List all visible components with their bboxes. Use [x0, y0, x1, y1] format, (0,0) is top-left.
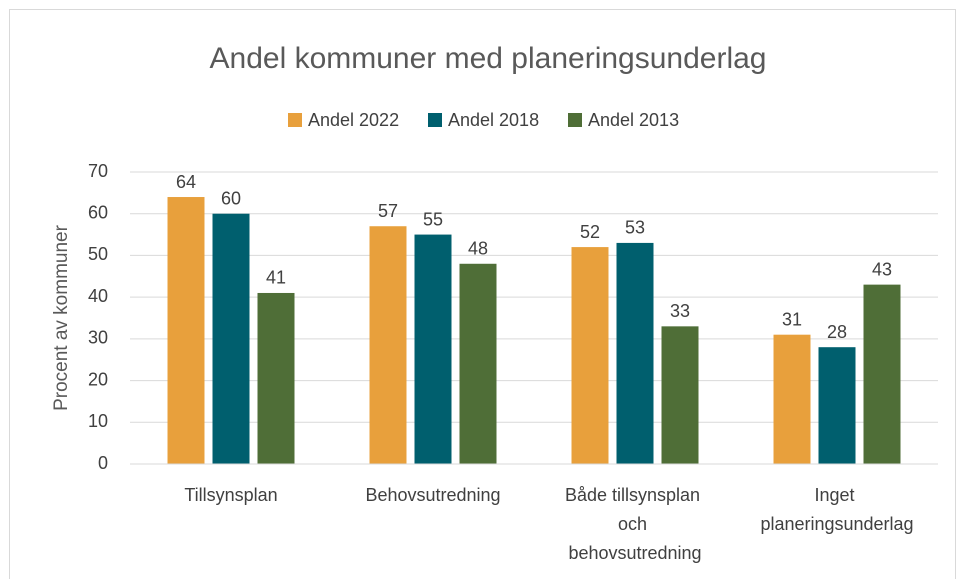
y-tick-label: 40	[88, 286, 108, 306]
data-label: 57	[378, 201, 398, 221]
bar	[571, 247, 609, 464]
bar	[369, 226, 407, 464]
data-label: 41	[266, 268, 286, 288]
bar	[773, 334, 811, 464]
legend-label: Andel 2013	[588, 110, 679, 130]
bar	[616, 242, 654, 464]
data-label: 53	[625, 218, 645, 238]
bar	[818, 347, 856, 464]
data-label: 55	[423, 209, 443, 229]
bar	[459, 263, 497, 464]
bar	[414, 234, 452, 464]
data-label: 33	[670, 301, 690, 321]
legend-swatch	[288, 113, 302, 127]
x-tick-label: Behovsutredning	[365, 485, 500, 505]
y-tick-label: 70	[88, 161, 108, 181]
legend-label: Andel 2022	[308, 110, 399, 130]
chart-title: Andel kommuner med planeringsunderlag	[210, 42, 767, 75]
bar	[167, 197, 205, 464]
data-label: 64	[176, 172, 196, 192]
y-tick-label: 0	[98, 453, 108, 473]
bar	[212, 213, 250, 464]
data-label: 52	[580, 222, 600, 242]
y-tick-label: 50	[88, 244, 108, 264]
y-tick-label: 30	[88, 328, 108, 348]
data-label: 28	[827, 322, 847, 342]
x-tick-label: Både tillsynsplan och behovsutredning	[565, 485, 705, 563]
y-axis-label: Procent av kommuner	[51, 224, 72, 411]
x-tick-label: Inget planeringsunderlag	[760, 485, 913, 534]
data-label: 31	[782, 309, 802, 329]
y-tick-label: 10	[88, 411, 108, 431]
data-label: 43	[872, 259, 892, 279]
bar	[863, 284, 901, 464]
legend-swatch	[568, 113, 582, 127]
data-label: 60	[221, 188, 241, 208]
y-tick-label: 20	[88, 369, 108, 389]
data-label: 48	[468, 239, 488, 259]
y-tick-label: 60	[88, 202, 108, 222]
x-tick-label: Tillsynsplan	[184, 485, 277, 505]
legend-label: Andel 2018	[448, 110, 539, 130]
legend-swatch	[428, 113, 442, 127]
bar	[257, 292, 295, 464]
bar	[661, 326, 699, 464]
